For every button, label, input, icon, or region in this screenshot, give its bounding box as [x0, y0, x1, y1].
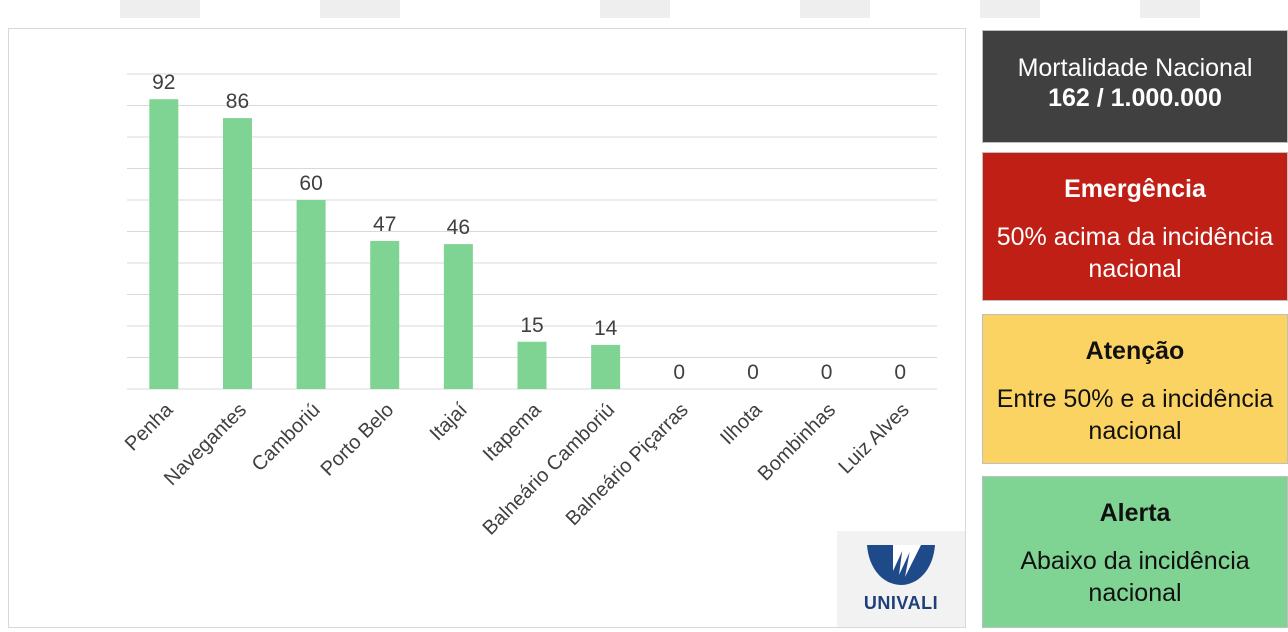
attention-description: Entre 50% e a incidência nacional	[996, 385, 1274, 445]
value-label-8: 0	[747, 361, 759, 384]
category-label-5: Itapema	[479, 398, 546, 465]
value-label-5: 15	[520, 314, 543, 337]
alert-description: Abaixo da incidência nacional	[1020, 547, 1250, 607]
category-label-7: Balneário Piçarras	[562, 399, 693, 530]
value-label-2: 60	[299, 172, 322, 195]
category-label-6: Balneário Camboriú	[479, 399, 620, 540]
category-label-3: Porto Belo	[317, 399, 399, 481]
value-label-4: 46	[447, 216, 470, 239]
bar-6	[591, 344, 621, 389]
value-label-7: 0	[673, 361, 685, 384]
value-label-1: 86	[226, 90, 249, 113]
univali-logo-icon	[867, 545, 935, 585]
emergency-box: Emergência 50% acima da incidência nacio…	[982, 152, 1288, 301]
value-labels: 92 86 60 47 46 15 14 0 0 0 0	[152, 71, 906, 384]
value-label-10: 0	[894, 361, 906, 384]
bar-3	[370, 240, 400, 389]
bar-0	[149, 99, 179, 389]
bars	[149, 99, 621, 389]
alert-box: Alerta Abaixo da incidência nacional	[982, 476, 1288, 628]
category-label-2: Camboriú	[248, 399, 325, 476]
category-label-8: Ilhota	[716, 398, 767, 449]
attention-box: Atenção Entre 50% e a incidência naciona…	[982, 314, 1288, 464]
attention-title: Atenção	[1085, 337, 1185, 365]
chart-panel: 92 86 60 47 46 15 14 0 0 0 0 Penha Navegantes Cambor…	[8, 28, 966, 628]
grid-lines	[127, 73, 937, 390]
univali-logo: UNIVALI	[837, 531, 965, 627]
category-label-9: Bombinhas	[754, 399, 840, 485]
value-label-0: 92	[152, 71, 175, 94]
bar-5	[517, 341, 547, 389]
emergency-description: 50% acima da incidência nacional	[996, 223, 1274, 283]
national-value: 162 / 1.000.000	[1048, 84, 1222, 112]
value-label-6: 14	[594, 317, 618, 340]
bar-4	[443, 244, 473, 389]
emergency-title: Emergência	[1064, 175, 1206, 203]
category-label-4: Itajaí	[426, 399, 473, 446]
national-title: Mortalidade Nacional	[1017, 54, 1253, 82]
logo-text: UNIVALI	[863, 593, 939, 613]
value-label-3: 47	[373, 213, 396, 236]
bar-1	[222, 118, 252, 389]
category-label-0: Penha	[121, 398, 178, 455]
alert-title: Alerta	[1099, 499, 1171, 527]
category-label-10: Luiz Alves	[834, 399, 913, 478]
national-mortality-box: Mortalidade Nacional 162 / 1.000.000	[982, 30, 1288, 143]
top-strip	[0, 0, 1288, 20]
bar-2	[296, 200, 326, 389]
value-label-9: 0	[821, 361, 833, 384]
